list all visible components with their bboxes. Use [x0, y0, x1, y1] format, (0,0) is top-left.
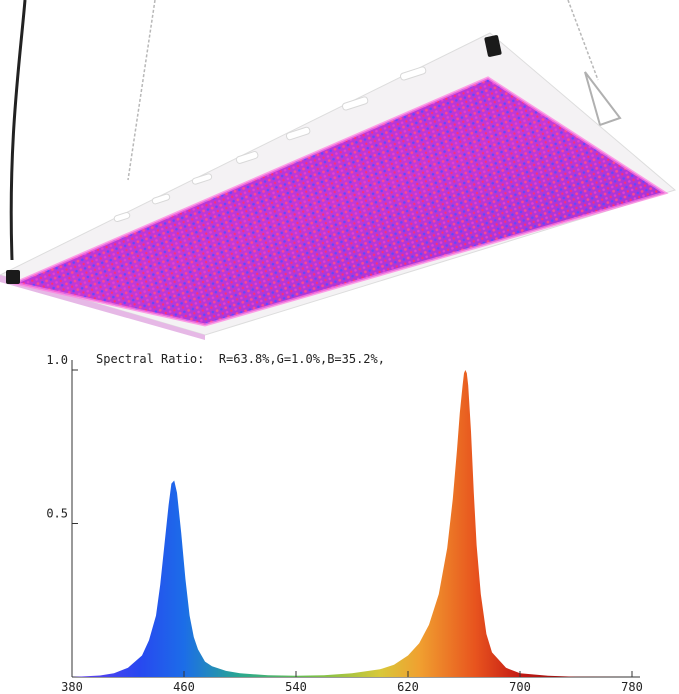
led-array: [15, 78, 665, 325]
spectrum-chart: Spectral Ratio: R=63.8%,G=1.0%,B=35.2%, …: [46, 352, 643, 694]
side-switch: [6, 270, 20, 284]
frame-vents: [113, 66, 427, 223]
power-cord: [9, 0, 27, 261]
x-tick-label-780: 780: [621, 680, 643, 694]
spectrum-area: [72, 370, 632, 677]
led-rim-glow: [10, 76, 669, 327]
x-tick-label-460: 460: [173, 680, 195, 694]
chart-title: Spectral Ratio: R=63.8%,G=1.0%,B=35.2%,: [96, 352, 385, 366]
hanging-chain-left: [127, 0, 156, 181]
x-axis-ticks: 380 460 540 620 700 780: [61, 671, 643, 694]
hanging-chain-right: [567, 0, 599, 81]
x-tick-label-700: 700: [509, 680, 531, 694]
power-switch: [484, 35, 502, 57]
y-tick-label-0.5: 0.5: [46, 507, 68, 521]
x-tick-label-620: 620: [397, 680, 419, 694]
y-tick-label-1.0: 1.0: [46, 353, 68, 367]
led-grow-light-photo: [0, 0, 677, 340]
y-axis-ticks: 1.0 0.5: [46, 353, 78, 524]
x-tick-label-540: 540: [285, 680, 307, 694]
x-tick-label-380: 380: [61, 680, 83, 694]
hanging-bracket: [584, 71, 622, 127]
